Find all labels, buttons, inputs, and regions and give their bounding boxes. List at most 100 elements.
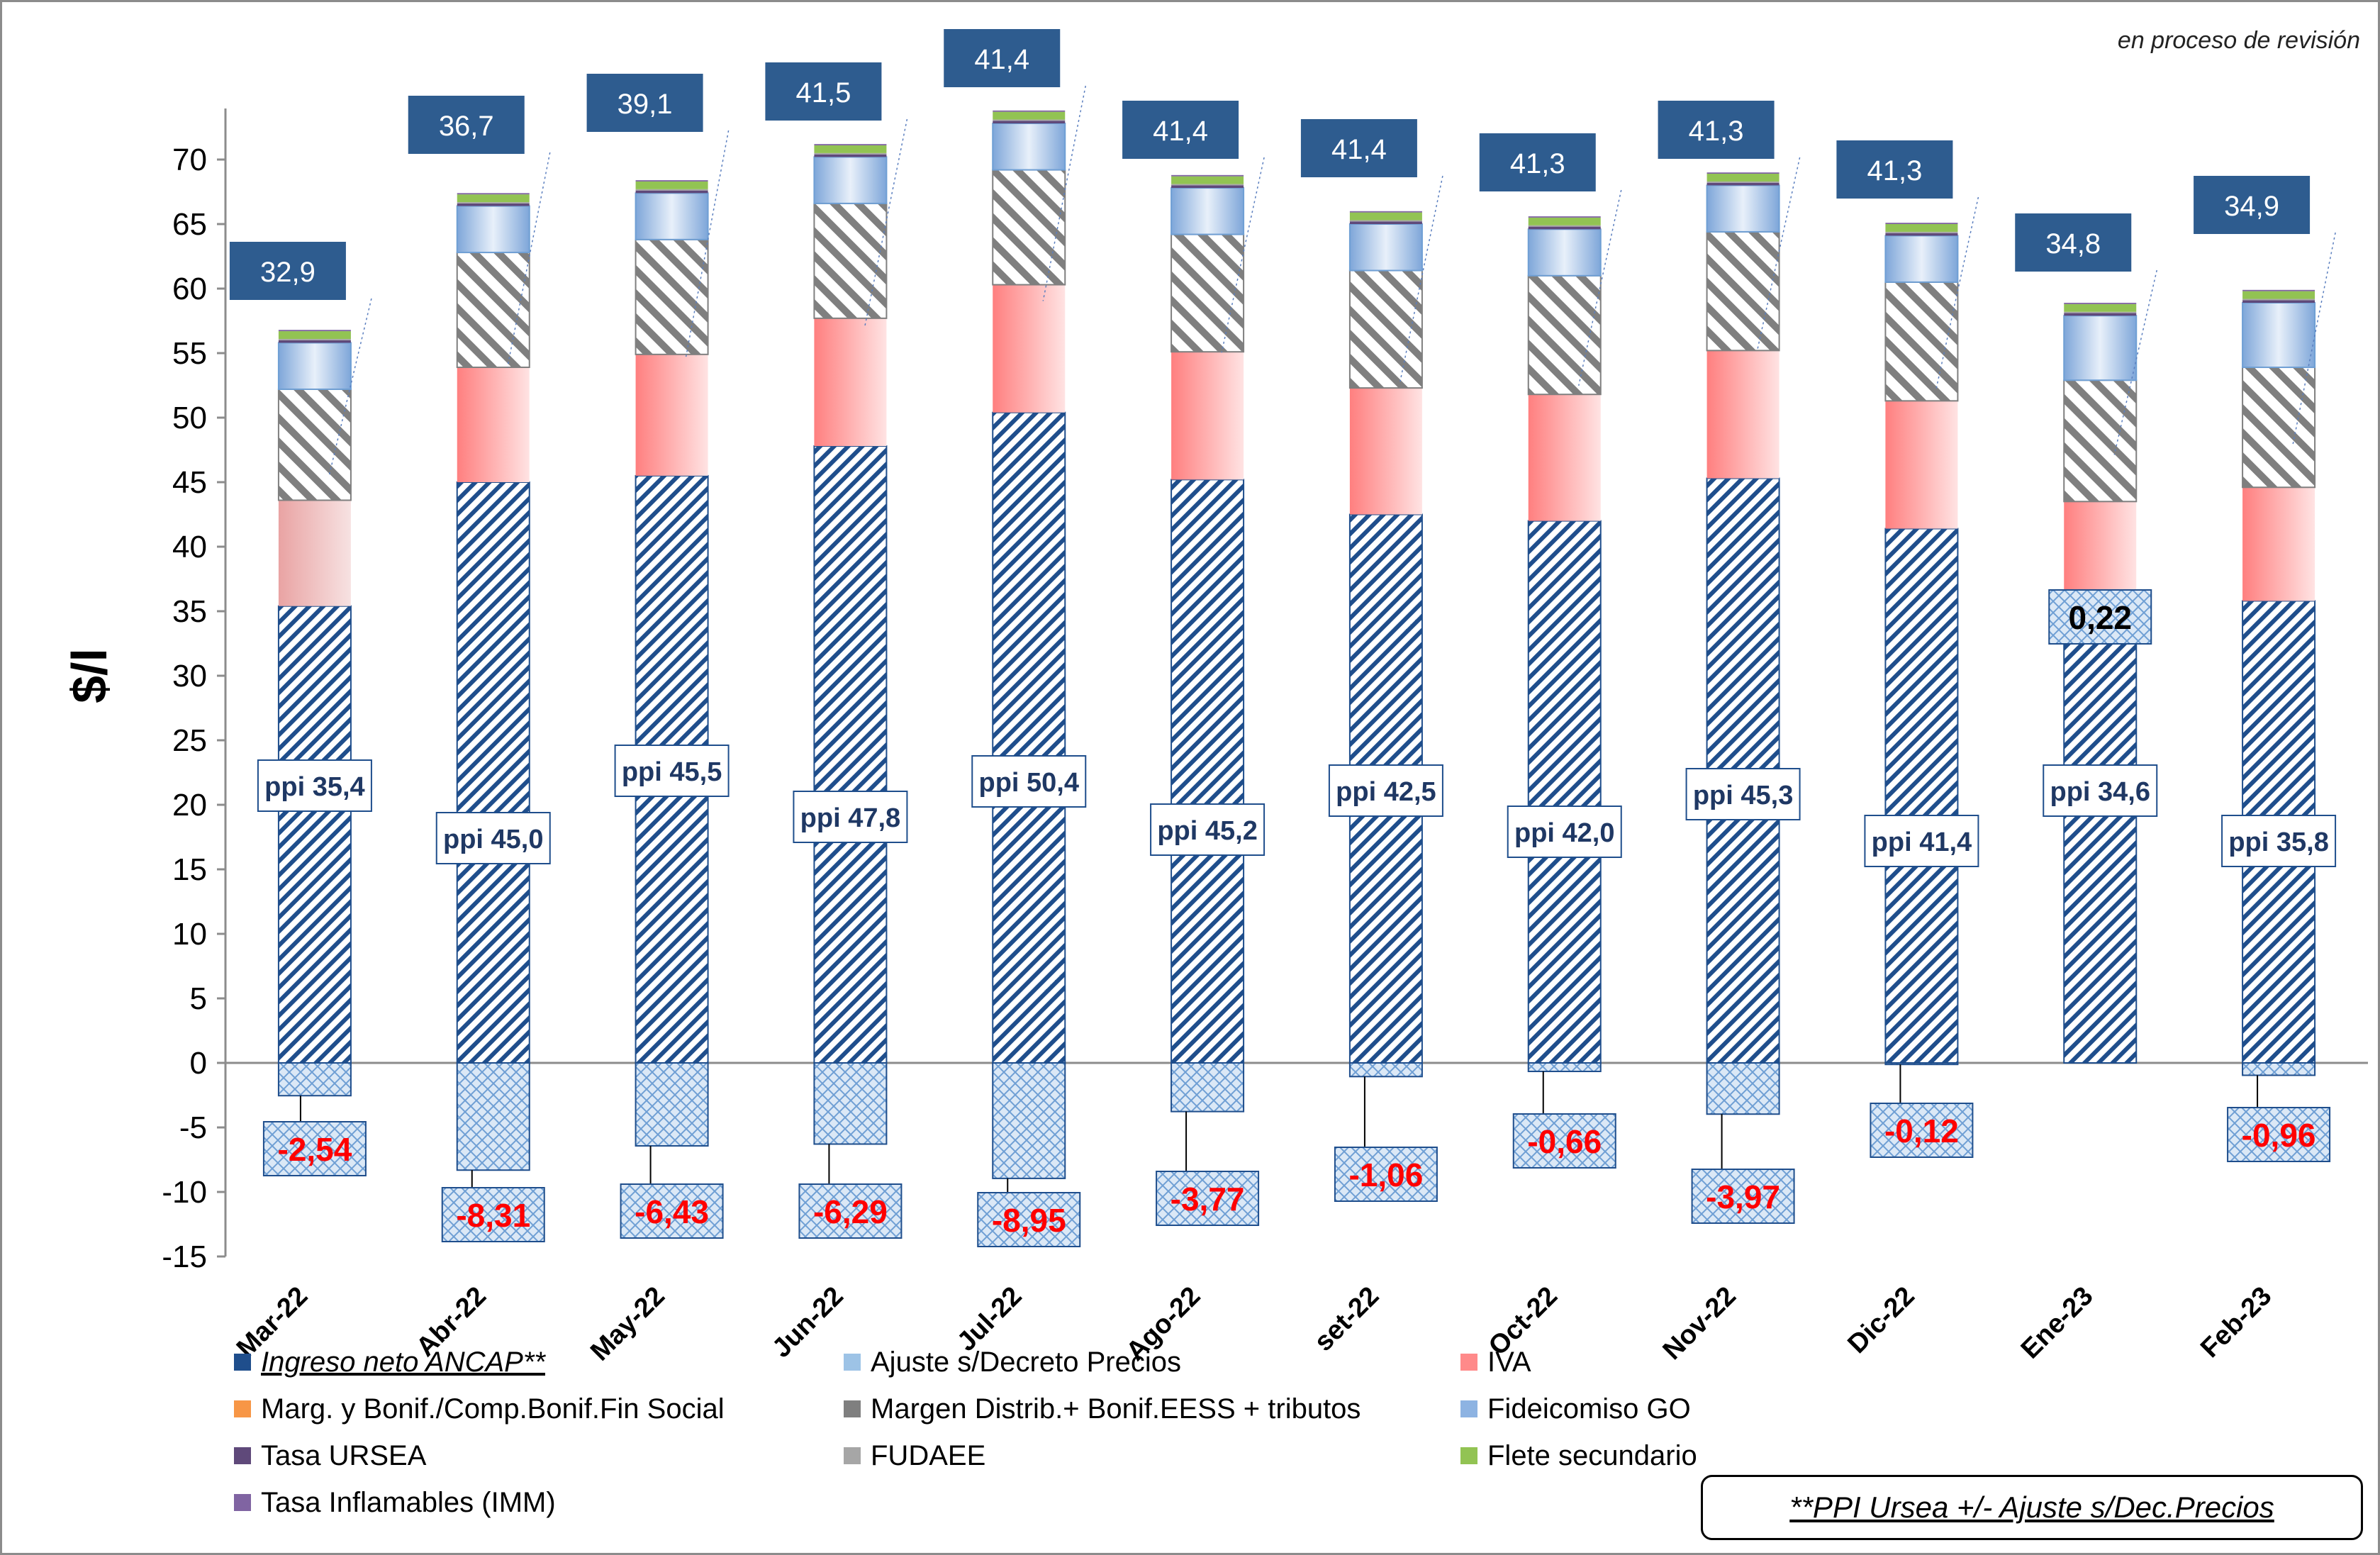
- ajuste-label-box: [1512, 1113, 1616, 1169]
- bar-segment: [1171, 174, 1244, 177]
- ajuste-label-box: [1156, 1171, 1260, 1226]
- y-axis-label: $/l: [62, 648, 117, 703]
- bar-segment: [635, 190, 708, 194]
- bar-segment: [1885, 233, 1958, 236]
- bar-segment: [1706, 182, 1780, 186]
- ppi-label: ppi 42,5: [1336, 777, 1436, 807]
- bar-segment: [457, 194, 530, 203]
- bar-segment: [1706, 181, 1780, 183]
- y-tick-label: 60: [172, 272, 207, 306]
- legend-item: IVA: [1460, 1344, 2084, 1381]
- bar-segment: [993, 110, 1066, 112]
- bar-segment: [2242, 302, 2316, 369]
- legend-swatch: [234, 1447, 251, 1464]
- ppi-label-box: [971, 755, 1087, 808]
- callout-leader: [1578, 189, 1622, 386]
- tax-callout-label: 36,7: [439, 111, 494, 142]
- ajuste-label: -2,54: [277, 1131, 352, 1168]
- ajuste-bar: [1706, 1062, 1780, 1115]
- ppi-label-box: [793, 791, 908, 843]
- y-tick-label: -5: [179, 1110, 207, 1145]
- ppi-label: ppi 42,0: [1514, 818, 1615, 848]
- bar-segment: [1349, 221, 1422, 224]
- bar-segment: [1349, 388, 1422, 515]
- ajuste-label-box: [2048, 589, 2152, 645]
- bar-segment: [278, 338, 351, 340]
- ajuste-label-box: [1691, 1169, 1795, 1224]
- legend-item: Flete secundario: [1460, 1437, 2084, 1474]
- ajuste-label: -0,12: [1884, 1113, 1959, 1149]
- callout-leader: [2292, 232, 2336, 445]
- bar-segment: [1884, 235, 1959, 283]
- tax-callout-box: [944, 29, 1061, 87]
- bar-segment: [1171, 185, 1244, 189]
- bar-segment: [457, 193, 530, 195]
- callout-leader: [685, 130, 730, 357]
- bar-segment: [635, 189, 708, 191]
- bar-segment: [1527, 274, 1602, 396]
- ajuste-label-box: [798, 1183, 903, 1239]
- ajuste-label-box: [620, 1183, 724, 1239]
- legend-swatch: [1460, 1447, 1477, 1464]
- bar-segment: [1528, 216, 1601, 218]
- ajuste-label: -8,31: [456, 1197, 530, 1234]
- bar-segment: [1885, 224, 1958, 232]
- y-tick-label: 0: [190, 1046, 207, 1081]
- ajuste-bar: [277, 1062, 352, 1097]
- ppi-label-box: [1328, 764, 1443, 817]
- tax-callout-box: [1300, 119, 1417, 177]
- bar-segment: [2063, 379, 2138, 503]
- ajuste-label: -8,95: [992, 1202, 1066, 1239]
- bar-segment: [1527, 520, 1602, 1064]
- ppi-label-box: [435, 812, 551, 864]
- callout-leader: [328, 298, 372, 477]
- ajuste-bar: [635, 1062, 709, 1147]
- ajuste-label-box: [1870, 1103, 1974, 1158]
- tax-callout-label: 41,3: [1689, 116, 1744, 147]
- y-tick-label: 5: [190, 981, 207, 1016]
- legend: Ingreso neto ANCAP** Ajuste s/Decreto Pre…: [234, 1344, 2162, 1521]
- bar-segment: [2064, 303, 2137, 312]
- tax-callout-label: 41,4: [1153, 116, 1208, 147]
- callout-leader: [1935, 196, 1979, 391]
- legend-label: Tasa URSEA: [261, 1439, 427, 1471]
- bar-segment: [1885, 401, 1958, 529]
- ajuste-label-box: [262, 1121, 367, 1176]
- ppi-label-box: [1507, 806, 1622, 858]
- bar-segment: [1171, 479, 1245, 1064]
- bar-segment: [278, 330, 351, 332]
- bar-segment: [635, 238, 709, 355]
- bar-segment: [1885, 223, 1958, 224]
- y-tick-label: 10: [172, 917, 207, 952]
- ajuste-bar: [1348, 1062, 1423, 1078]
- bar-segment: [277, 342, 352, 390]
- ajuste-label-box: [441, 1187, 545, 1242]
- bar-segment: [635, 192, 709, 240]
- bar-segment: [277, 605, 352, 1064]
- bar-segment: [1706, 184, 1780, 233]
- bar-segment: [1528, 217, 1601, 225]
- tax-callout-label: 32,9: [260, 257, 315, 288]
- tax-callout-box: [765, 62, 882, 121]
- bars: [277, 110, 2316, 1179]
- callout-leader: [1042, 85, 1086, 301]
- y-tick-label: -15: [162, 1239, 207, 1274]
- bar-segment: [635, 180, 708, 182]
- bar-segment: [1884, 281, 1959, 402]
- bar-segment: [457, 202, 530, 204]
- tax-callout-label: 39,1: [618, 89, 673, 120]
- bar-segment: [2242, 367, 2316, 489]
- bar-segment: [1171, 187, 1245, 235]
- ajuste-bar: [1884, 1062, 1959, 1066]
- ppi-label-box: [1150, 803, 1266, 856]
- bar-segment: [992, 411, 1066, 1064]
- ajuste-label: -0,66: [1527, 1123, 1602, 1160]
- y-tick-label: 55: [172, 336, 207, 371]
- legend-swatch: [844, 1400, 861, 1417]
- tax-callout-box: [2194, 176, 2311, 234]
- bar-segment: [635, 181, 708, 189]
- bar-segment: [277, 388, 352, 501]
- tax-callout-label: 41,3: [1510, 148, 1565, 179]
- bar-segment: [456, 252, 530, 369]
